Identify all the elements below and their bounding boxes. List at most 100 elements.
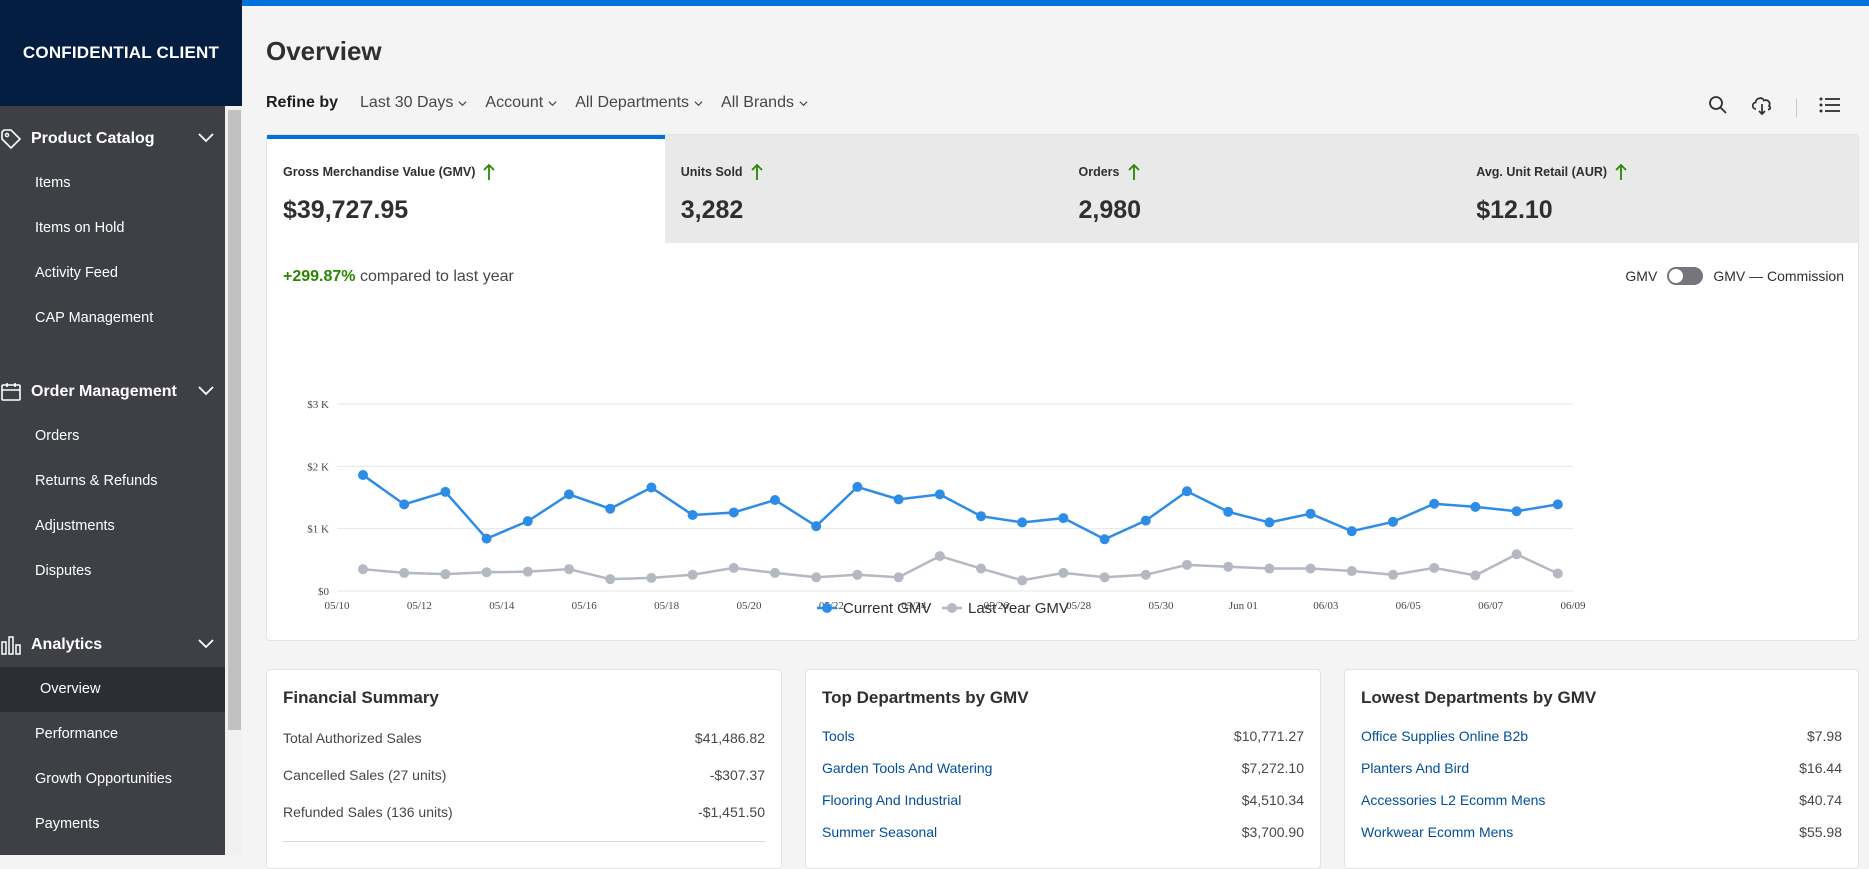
dept-row[interactable]: Workwear Ecomm Mens $55.98 [1361,816,1842,848]
data-point [687,509,698,520]
list-icon[interactable] [1819,96,1841,119]
data-point [481,567,492,578]
x-tick-label: Jun 01 [1229,600,1258,612]
dept-name-link[interactable]: Planters And Bird [1361,760,1470,776]
dept-row[interactable]: Garden Tools And Watering $7,272.10 [822,752,1304,784]
sidebar-item-orders[interactable]: Orders [35,428,80,444]
dept-row[interactable]: Planters And Bird $16.44 [1361,752,1842,784]
x-tick-label: 05/16 [572,600,598,612]
data-point [1552,568,1563,579]
arrow-up-icon [1127,163,1140,180]
data-point [811,521,822,532]
data-point [564,564,574,575]
tab-aur[interactable]: Avg. Unit Retail (AUR) $12.10 [1460,135,1858,243]
data-point [481,533,492,544]
card-title: Financial Summary [283,688,439,707]
data-point [1264,563,1275,574]
row-value: $41,486.82 [694,730,765,746]
dept-name-link[interactable]: Summer Seasonal [822,824,938,840]
dept-value: $4,510.34 [1241,792,1304,808]
data-point [1058,513,1069,524]
sidebar-item-items[interactable]: Items [35,175,71,191]
filter-date-range[interactable]: Last 30 Days [360,94,467,112]
row-label: Refunded Sales (136 units) [283,804,453,820]
cloud-download-icon[interactable] [1750,94,1774,121]
sidebar-scrollbar-thumb[interactable] [228,110,241,730]
card-title: Lowest Departments by GMV [1361,688,1597,707]
dept-row[interactable]: Office Supplies Online B2b $7.98 [1361,720,1842,752]
card-title: Top Departments by GMV [822,688,1029,707]
y-tick-label: $2 K [307,461,329,473]
dept-row[interactable]: Tools $10,771.27 [822,720,1304,752]
dept-row[interactable]: Accessories L2 Ecomm Mens $40.74 [1361,784,1842,816]
chevron-down-icon[interactable] [197,381,215,399]
arrow-up-icon [483,163,496,180]
data-point [728,562,739,573]
search-icon[interactable] [1708,95,1728,120]
data-point [1429,562,1440,573]
financial-summary-card: Financial Summary Total Authorized Sales… [266,669,782,869]
y-tick-label: $0 [318,586,330,598]
data-point [1346,566,1357,577]
metrics-panel: Gross Merchandise Value (GMV) $39,727.95… [266,134,1859,641]
data-point [1470,570,1481,581]
refine-label: Refine by [266,94,339,111]
sidebar-item-adjustments[interactable]: Adjustments [35,518,115,534]
gmv-commission-toggle[interactable] [1667,267,1704,285]
data-point [1099,572,1110,583]
data-point [1099,534,1110,545]
filter-account[interactable]: Account [485,94,557,112]
nav-section-analytics[interactable]: Analytics [0,622,225,667]
sidebar-item-cap-management[interactable]: CAP Management [35,310,154,326]
dept-name-link[interactable]: Tools [822,728,855,744]
metric-tabs: Gross Merchandise Value (GMV) $39,727.95… [267,135,1858,243]
tab-units-sold[interactable]: Units Sold 3,282 [664,135,1063,243]
data-point [1429,498,1440,509]
row-label: Total Authorized Sales [283,730,422,746]
sidebar-item-activity-feed[interactable]: Activity Feed [35,265,118,281]
toolbar [1708,94,1841,121]
dept-name-link[interactable]: Accessories L2 Ecomm Mens [1361,792,1546,808]
x-tick-label: 05/24 [901,600,927,612]
dept-value: $3,700.90 [1241,824,1304,840]
data-point [399,567,410,578]
sidebar-item-items-on-hold[interactable]: Items on Hold [35,220,125,236]
sidebar-item-returns-refunds[interactable]: Returns & Refunds [35,473,158,489]
x-tick-label: 05/14 [489,600,515,612]
data-point [1140,515,1151,526]
calendar-icon [0,381,22,403]
tab-gmv[interactable]: Gross Merchandise Value (GMV) $39,727.95 [267,135,665,243]
data-point [1182,486,1192,497]
filter-brands[interactable]: All Brands [721,94,808,112]
main-content: Overview Refine by Last 30 Days Account … [242,6,1869,869]
row-value: -$307.37 [709,767,765,783]
dept-row[interactable]: Summer Seasonal $3,700.90 [822,816,1304,848]
gmv-line-chart: $0 $1 K $2 K $3 K 05/10 05/12 05/14 05/16 05/18 0… [307,399,1586,617]
dept-name-link[interactable]: Workwear Ecomm Mens [1361,824,1514,840]
nav-section-product-catalog[interactable]: Product Catalog [0,116,225,161]
x-tick-label: 05/28 [1066,600,1092,612]
nav-section-order-management[interactable]: Order Management [0,369,225,414]
dept-name-link[interactable]: Garden Tools And Watering [822,760,993,776]
sidebar-item-overview[interactable]: Overview [0,667,225,712]
dept-name-link[interactable]: Flooring And Industrial [822,792,962,808]
data-point [1017,517,1028,528]
chevron-down-icon[interactable] [197,634,215,652]
x-tick-label: 05/12 [407,600,432,612]
sidebar-item-performance[interactable]: Performance [35,726,119,742]
data-point [1388,516,1398,527]
dept-name-link[interactable]: Office Supplies Online B2b [1361,728,1529,744]
chevron-down-icon [694,100,703,106]
arrow-up-icon [1615,163,1627,180]
data-point [440,486,451,497]
toggle-right-label: GMV — Commission [1713,268,1844,284]
sidebar-item-disputes[interactable]: Disputes [35,563,92,579]
filter-departments[interactable]: All Departments [575,94,703,112]
metric-label: Avg. Unit Retail (AUR) [1476,165,1608,179]
data-point [770,494,780,505]
sidebar-item-payments[interactable]: Payments [35,816,100,832]
chevron-down-icon[interactable] [197,128,215,146]
sidebar-item-growth-opportunities[interactable]: Growth Opportunities [35,771,173,787]
tab-orders[interactable]: Orders 2,980 [1062,135,1461,243]
dept-row[interactable]: Flooring And Industrial $4,510.34 [822,784,1304,816]
